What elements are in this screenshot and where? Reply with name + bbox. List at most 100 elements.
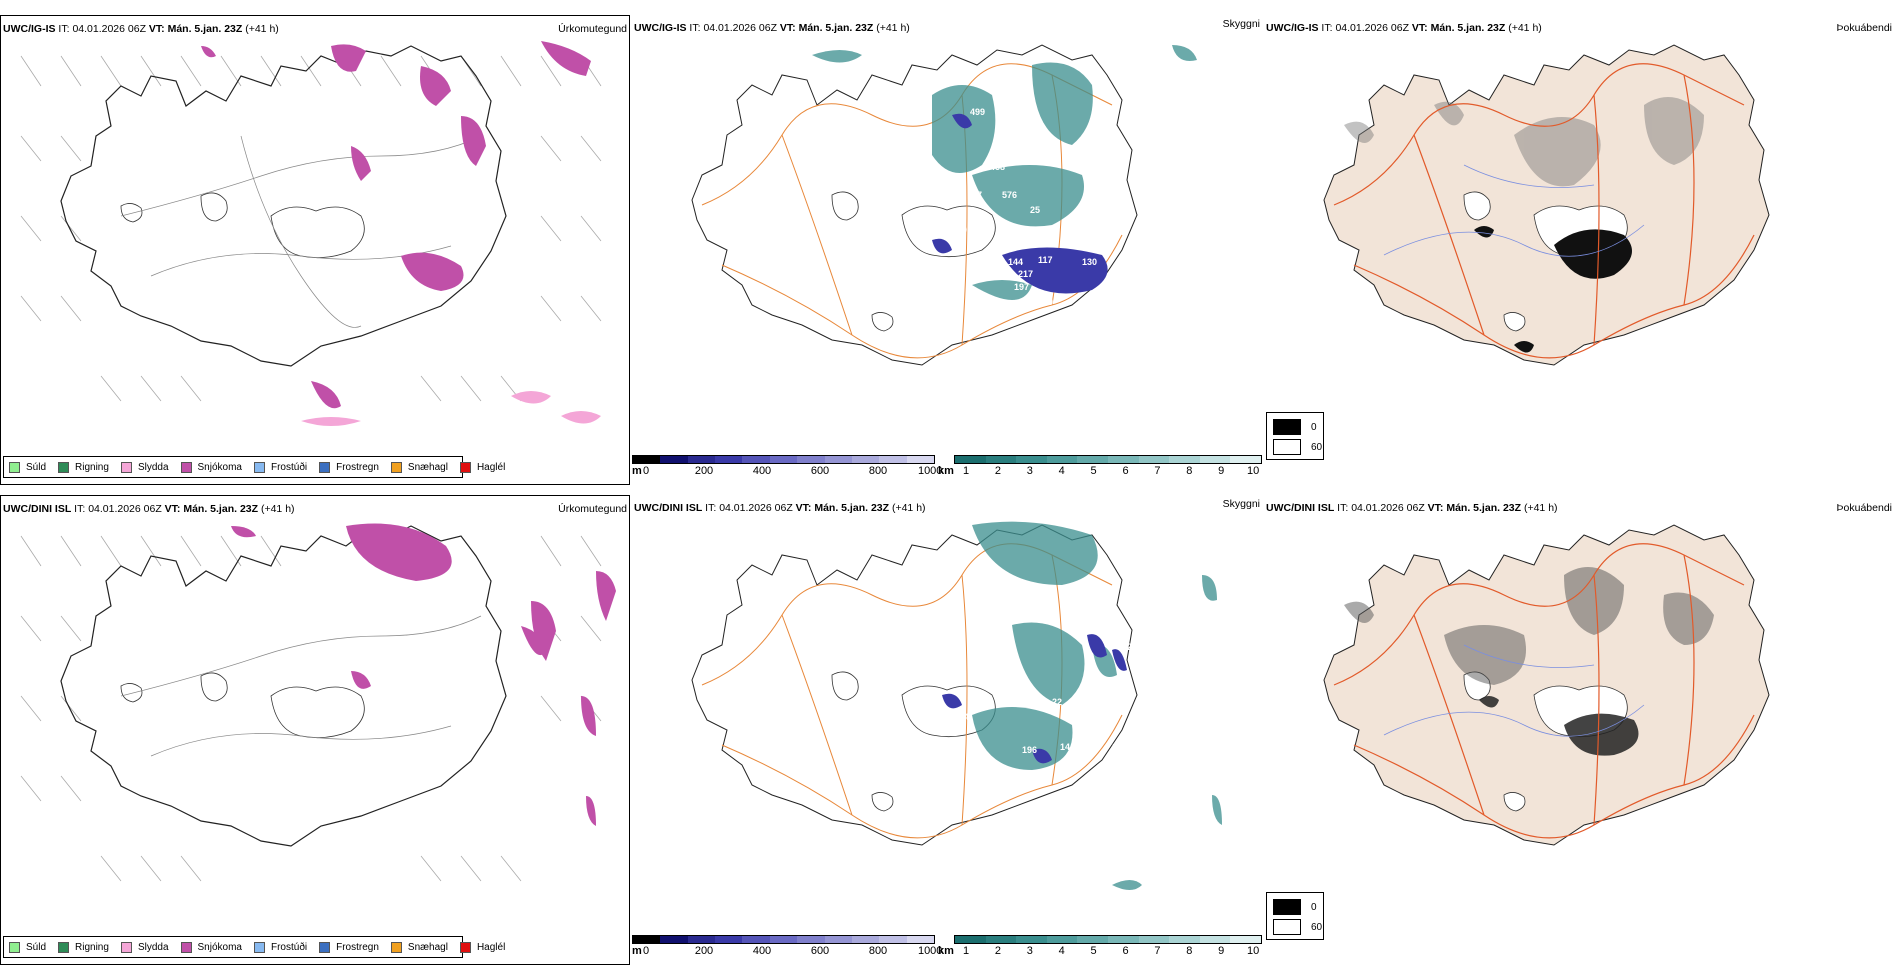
tick: 600 xyxy=(810,945,830,957)
legend-item: Snjókoma xyxy=(180,941,242,953)
precip-type-legend: Súld Rigning Slydda Snjókoma Frostúði Fr… xyxy=(3,456,505,478)
legend-item: Súld xyxy=(9,941,46,953)
panel-header: UWC/IG-IS IT: 04.01.2026 06Z VT: Mán. 5.… xyxy=(3,23,279,35)
visibility-map: 87 26 33 32 12 22 124 15 196 14 146 957 … xyxy=(691,521,1222,890)
tick: 0 xyxy=(642,945,650,957)
panel-title: Úrkomutegund xyxy=(558,23,627,35)
vis-label: 14 xyxy=(1060,742,1070,752)
legend-item: Slydda xyxy=(120,461,169,473)
vis-km-ticks: 1 2 3 4 5 6 7 8 9 10 xyxy=(962,945,1260,961)
tick: 7 xyxy=(1154,945,1161,957)
visibility-map: 499 458 576 25 87 39 144 117 130 217 197… xyxy=(691,44,1197,397)
tick: 10 xyxy=(1246,465,1260,477)
vis-m-colorbar xyxy=(632,455,935,464)
vis-m-unit: m xyxy=(632,465,642,477)
tick: 5 xyxy=(1090,945,1097,957)
vis-km-unit: km xyxy=(938,945,954,957)
tick: 8 xyxy=(1186,945,1193,957)
tick: 1 xyxy=(962,465,970,477)
vis-label: 144 xyxy=(1008,257,1023,267)
panel-title: Þokuábendi xyxy=(1836,22,1892,34)
tick: 600 xyxy=(810,465,830,477)
vis-km-ticks: 1 2 3 4 5 6 7 8 9 10 xyxy=(962,465,1260,481)
vis-m-colorbar xyxy=(632,935,935,944)
legend-item: Frostregn xyxy=(319,941,379,953)
tick: 2 xyxy=(994,465,1001,477)
tick: 6 xyxy=(1122,465,1129,477)
fog-legend-dini: 0 60 xyxy=(1266,892,1324,940)
tick: 8 xyxy=(1186,465,1193,477)
visibility-panel-igis: UWC/IG-IS IT: 04.01.2026 06Z VT: Mán. 5.… xyxy=(632,15,1262,485)
visibility-colorbars: m 0 200 400 600 800 1000 km 1 2 3 4 5 6 … xyxy=(632,935,1262,965)
fog-map xyxy=(1323,44,1770,366)
panel-title: Skyggni xyxy=(1222,498,1260,510)
tick: 9 xyxy=(1218,465,1225,477)
panel-header: UWC/IG-IS IT: 04.01.2026 06Z VT: Mán. 5.… xyxy=(1266,22,1542,34)
tick: 3 xyxy=(1026,465,1033,477)
vis-label: 39 xyxy=(957,225,967,235)
legend-item: Snæhagl xyxy=(390,461,448,473)
vis-label: 196 xyxy=(1022,745,1037,755)
fog-map xyxy=(1323,524,1770,846)
tick: 800 xyxy=(868,465,888,477)
vis-label: 12 xyxy=(998,672,1008,682)
vis-label: 146 xyxy=(1112,742,1127,752)
panel-header: UWC/DINI ISL IT: 04.01.2026 06Z VT: Mán.… xyxy=(634,502,926,514)
tick: 6 xyxy=(1122,945,1129,957)
legend-item: Frostúði xyxy=(253,461,307,473)
vis-label: 10 xyxy=(1102,717,1112,727)
tick: 1 xyxy=(962,945,970,957)
vis-km-colorbar xyxy=(954,455,1262,464)
vis-m-unit: m xyxy=(632,945,642,957)
legend-item: Slydda xyxy=(120,941,169,953)
legend-item: Rigning xyxy=(58,461,109,473)
tick: 400 xyxy=(752,945,772,957)
vis-label: 499 xyxy=(970,107,985,117)
tick: 7 xyxy=(1154,465,1161,477)
legend-item: Frostúði xyxy=(253,941,307,953)
visibility-colorbars: m 0 200 400 600 800 1000 km 1 2 3 4 5 6 … xyxy=(632,455,1262,485)
vis-label: 259 xyxy=(1038,297,1053,307)
panel-title: Skyggni xyxy=(1222,18,1260,30)
vis-label: 87 xyxy=(972,190,982,200)
vis-label: 124 xyxy=(954,712,969,722)
vis-label: 576 xyxy=(1002,190,1017,200)
tick: 400 xyxy=(752,465,772,477)
tick: 1000 xyxy=(917,465,943,477)
tick: 10 xyxy=(1246,945,1260,957)
tick: 0 xyxy=(642,465,650,477)
tick: 800 xyxy=(868,945,888,957)
vis-km-unit: km xyxy=(938,465,954,477)
tick: 200 xyxy=(694,465,714,477)
legend-item: Snjókoma xyxy=(180,461,242,473)
tick: 3 xyxy=(1026,945,1033,957)
vis-label: 16 xyxy=(902,385,912,395)
panel-title: Úrkomutegund xyxy=(558,503,627,515)
vis-m-ticks: 0 200 400 600 800 1000 xyxy=(642,945,942,961)
precip-type-map xyxy=(20,41,602,426)
vis-label: 87 xyxy=(1130,587,1140,597)
fog-panel-dini: UWC/DINI ISL IT: 04.01.2026 06Z VT: Mán.… xyxy=(1264,495,1894,965)
vis-m-ticks: 0 200 400 600 800 1000 xyxy=(642,465,942,481)
vis-label: 217 xyxy=(1018,269,1033,279)
panel-title: Þokuábendi xyxy=(1836,502,1892,514)
vis-km-colorbar xyxy=(954,935,1262,944)
vis-label: 25 xyxy=(1030,205,1040,215)
legend-item: Haglél xyxy=(459,941,505,953)
vis-label: 130 xyxy=(1082,257,1097,267)
tick: 2 xyxy=(994,945,1001,957)
vis-label: 32 xyxy=(1168,662,1178,672)
vis-label: 33 xyxy=(1170,647,1180,657)
precip-type-panel-igis: UWC/IG-IS IT: 04.01.2026 06Z VT: Mán. 5.… xyxy=(0,15,630,485)
legend-item: Haglél xyxy=(459,461,505,473)
legend-item: Snæhagl xyxy=(390,941,448,953)
tick: 9 xyxy=(1218,945,1225,957)
vis-label: 59 xyxy=(932,387,942,397)
tick: 200 xyxy=(694,945,714,957)
vis-label: 957 xyxy=(1144,729,1159,739)
tick: 5 xyxy=(1090,465,1097,477)
panel-header: UWC/DINI ISL IT: 04.01.2026 06Z VT: Mán.… xyxy=(1266,502,1558,514)
vis-label: 458 xyxy=(990,162,1005,172)
vis-label: 117 xyxy=(1038,255,1053,265)
vis-label: 26 xyxy=(1127,642,1137,652)
